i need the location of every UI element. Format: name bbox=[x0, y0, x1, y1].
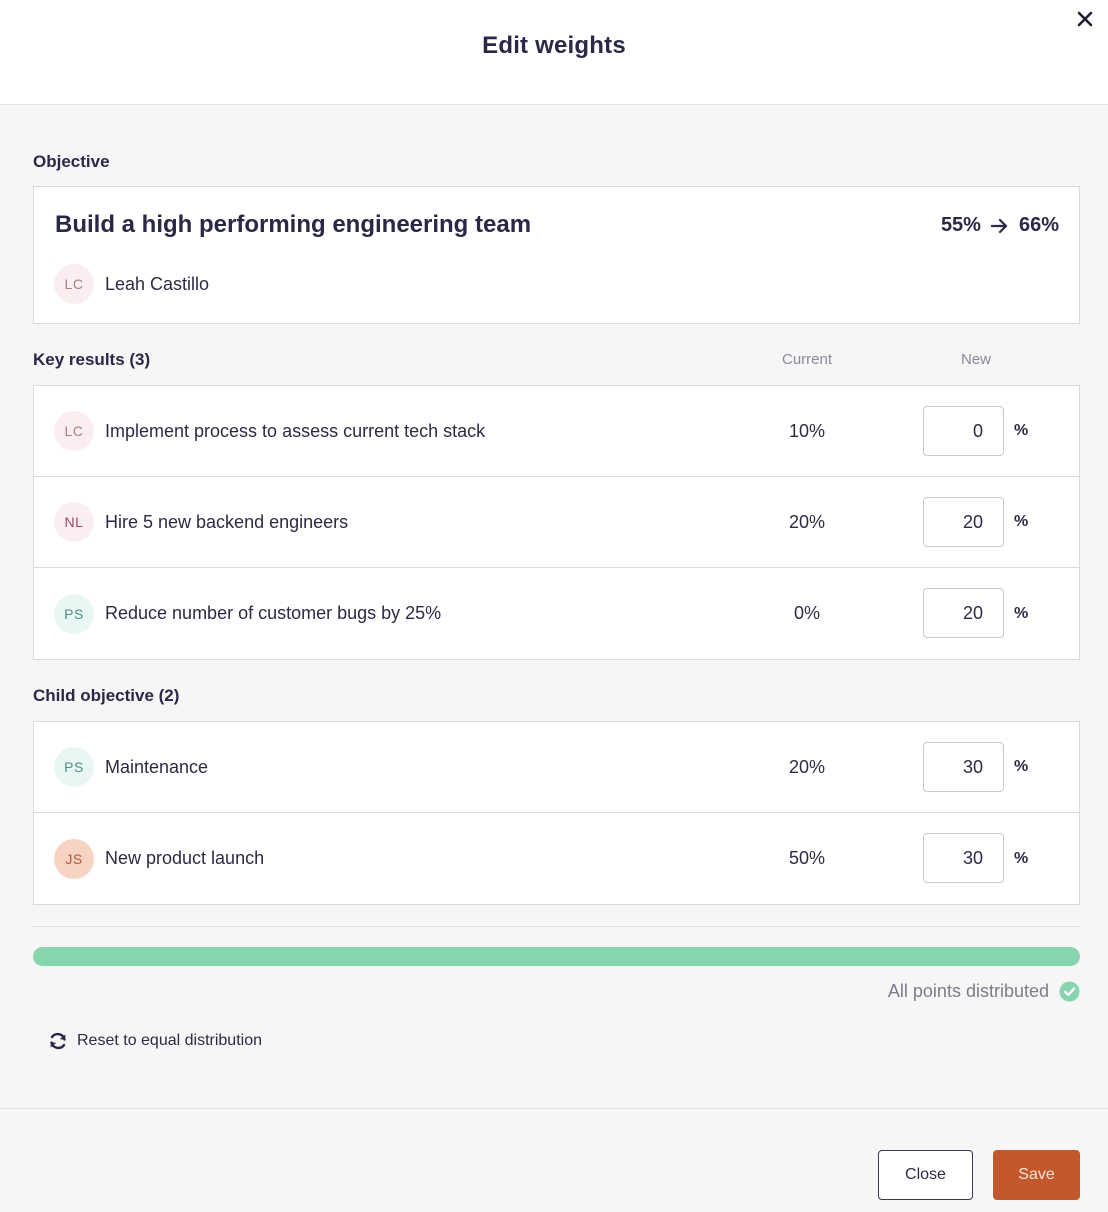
child-objectives-list: PS Maintenance 20% % JS New product laun… bbox=[33, 721, 1080, 905]
percent-unit: % bbox=[1014, 513, 1029, 530]
key-result-row: LC Implement process to assess current t… bbox=[34, 386, 1079, 477]
avatar: LC bbox=[54, 264, 94, 304]
percent-unit: % bbox=[1014, 758, 1029, 775]
key-result-label: Implement process to assess current tech… bbox=[105, 420, 486, 441]
check-circle-icon bbox=[1059, 981, 1080, 1002]
current-weight: 0% bbox=[793, 603, 820, 623]
new-weight-input[interactable] bbox=[923, 497, 1004, 547]
avatar: JS bbox=[54, 838, 94, 879]
objective-weight-change: 55% 66% bbox=[941, 214, 1059, 237]
divider bbox=[33, 926, 1080, 927]
owner-name: Leah Castillo bbox=[105, 273, 210, 294]
child-objectives-section-label: Child objective (2) bbox=[33, 686, 180, 705]
child-objective-label: New product launch bbox=[105, 848, 265, 868]
percent-unit: % bbox=[1014, 849, 1029, 867]
modal-title: Edit weights bbox=[482, 32, 626, 59]
current-weight: 10% bbox=[788, 420, 826, 441]
avatar: NL bbox=[54, 502, 94, 542]
child-objective-row: JS New product launch 50% % bbox=[34, 813, 1079, 904]
new-weight-input[interactable] bbox=[923, 406, 1004, 456]
new-weight-input[interactable] bbox=[923, 833, 1004, 883]
current-weight: 20% bbox=[788, 756, 826, 777]
distribution-status-text: All points distributed bbox=[887, 981, 1049, 1001]
key-result-row: PS Reduce number of customer bugs by 25%… bbox=[34, 568, 1079, 659]
percent-unit: % bbox=[1014, 604, 1029, 622]
child-objective-row: PS Maintenance 20% % bbox=[34, 722, 1079, 813]
avatar: LC bbox=[54, 411, 94, 451]
modal-header: Edit weights bbox=[0, 0, 1108, 105]
close-icon[interactable] bbox=[1074, 8, 1096, 30]
new-weight-input[interactable] bbox=[923, 588, 1004, 638]
objective-weight-from: 55% bbox=[940, 214, 981, 236]
key-result-row: NL Hire 5 new backend engineers 20% % bbox=[34, 477, 1079, 568]
distribution-progress-bar bbox=[33, 947, 1080, 966]
column-header-new: New bbox=[960, 351, 991, 368]
distribution-status: All points distributed bbox=[888, 981, 1080, 1002]
current-weight: 20% bbox=[788, 511, 826, 532]
new-weight-input[interactable] bbox=[923, 742, 1004, 792]
refresh-icon bbox=[50, 1032, 66, 1050]
reset-equal-distribution-button[interactable]: Reset to equal distribution bbox=[48, 1031, 262, 1051]
avatar: PS bbox=[54, 593, 94, 634]
child-objective-label: Maintenance bbox=[105, 756, 209, 777]
objective-section-label: Objective bbox=[33, 152, 110, 171]
key-results-section-label: Key results (3) bbox=[33, 350, 151, 369]
distribution-progress-fill bbox=[33, 947, 1080, 966]
key-result-label: Hire 5 new backend engineers bbox=[105, 511, 349, 532]
close-button[interactable]: Close bbox=[878, 1150, 973, 1200]
arrow-right-icon bbox=[990, 218, 1008, 233]
objective-card: Build a high performing engineering team… bbox=[33, 186, 1080, 324]
key-result-label: Reduce number of customer bugs by 25% bbox=[105, 603, 442, 623]
modal-footer: Close Save bbox=[0, 1108, 1108, 1212]
objective-weight-to: 66% bbox=[1018, 214, 1059, 236]
avatar: PS bbox=[54, 747, 94, 787]
percent-unit: % bbox=[1014, 422, 1029, 439]
objective-owner: LC Leah Castillo bbox=[54, 264, 209, 304]
objective-title: Build a high performing engineering team bbox=[55, 211, 532, 238]
column-header-current: Current bbox=[781, 351, 833, 368]
current-weight: 50% bbox=[788, 848, 826, 868]
key-results-list: LC Implement process to assess current t… bbox=[33, 385, 1080, 660]
reset-label: Reset to equal distribution bbox=[77, 1032, 262, 1049]
save-button[interactable]: Save bbox=[993, 1150, 1080, 1200]
